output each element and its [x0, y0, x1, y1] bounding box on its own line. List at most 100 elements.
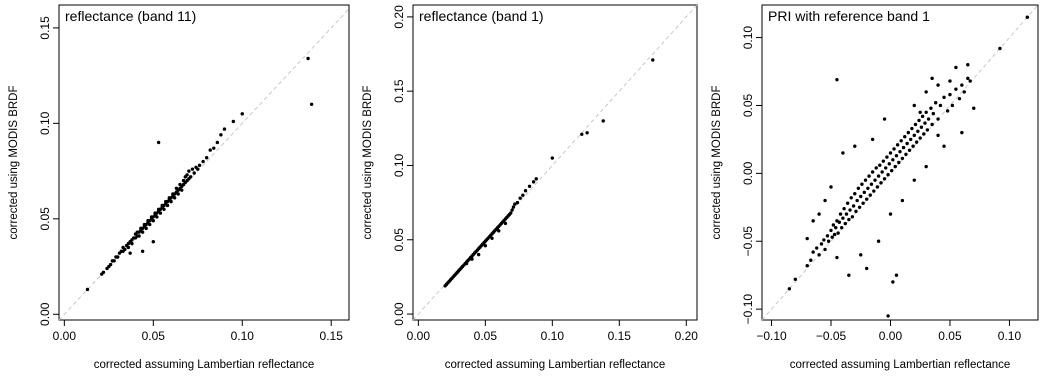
y-tick-label: −0.10	[741, 294, 755, 325]
y-tick-label: 0.05	[392, 228, 406, 252]
data-point	[913, 178, 916, 181]
x-axis: 0.00 0.05 0.10 0.15 0.20	[407, 320, 699, 343]
data-point	[958, 97, 961, 100]
data-point	[880, 170, 883, 173]
data-point	[913, 134, 916, 137]
data-point	[905, 142, 908, 145]
data-point	[177, 192, 180, 195]
data-point	[216, 141, 219, 144]
y-tick-label: 0.20	[392, 5, 406, 29]
data-point	[846, 202, 849, 205]
data-point	[853, 145, 856, 148]
data-point	[829, 185, 832, 188]
y-tick-label: −0.05	[741, 226, 755, 257]
data-point	[890, 169, 893, 172]
x-tick-label: 0.05	[938, 329, 962, 343]
data-point	[836, 231, 839, 234]
data-point	[141, 250, 144, 253]
data-point	[148, 223, 151, 226]
panel-title: PRI with reference band 1	[768, 8, 930, 24]
data-point	[806, 237, 809, 240]
data-point	[909, 138, 912, 141]
data-point	[932, 112, 935, 115]
y-tick-label: 0.15	[392, 79, 406, 103]
data-point	[915, 140, 918, 143]
data-point	[901, 199, 904, 202]
y-tick-label: 0.00	[38, 302, 52, 326]
data-point	[886, 173, 889, 176]
data-point	[861, 202, 864, 205]
data-point	[895, 154, 898, 157]
data-point	[924, 90, 927, 93]
data-point	[829, 229, 832, 232]
data-point	[845, 212, 848, 215]
data-point	[908, 149, 911, 152]
data-point	[894, 165, 897, 168]
data-point	[907, 131, 910, 134]
data-point	[187, 169, 190, 172]
data-point	[885, 155, 888, 158]
data-point	[966, 77, 969, 80]
y-tick-label: 0.10	[741, 26, 755, 50]
data-point	[960, 131, 963, 134]
data-point	[817, 253, 820, 256]
data-point	[850, 196, 853, 199]
data-point	[840, 226, 843, 229]
data-point	[310, 103, 313, 106]
data-point	[241, 112, 244, 115]
data-point	[960, 83, 963, 86]
data-point	[924, 165, 927, 168]
data-point	[934, 101, 937, 104]
data-point	[838, 221, 841, 224]
y-tick-label: 0.10	[38, 111, 52, 135]
data-point	[162, 208, 165, 211]
data-point	[832, 223, 835, 226]
data-point	[806, 264, 809, 267]
data-point	[189, 175, 192, 178]
data-point	[535, 177, 538, 180]
data-point	[144, 227, 147, 230]
x-tick-label: 0.00	[879, 329, 903, 343]
data-point	[844, 222, 847, 225]
x-tick-label: 0.15	[320, 329, 344, 343]
data-point	[815, 246, 818, 249]
data-point	[873, 178, 876, 181]
data-point	[580, 133, 583, 136]
data-point	[966, 63, 969, 66]
x-tick-label: 0.00	[53, 329, 77, 343]
data-point	[839, 212, 842, 215]
scatter-points	[443, 58, 654, 287]
data-point	[835, 256, 838, 259]
data-point	[923, 121, 926, 124]
data-point	[497, 229, 500, 232]
x-tick-label: 0.05	[474, 329, 498, 343]
data-point	[869, 193, 872, 196]
data-point	[875, 166, 878, 169]
data-point	[157, 141, 160, 144]
data-point	[913, 104, 916, 107]
data-point	[848, 208, 851, 211]
y-axis-label: corrected using MODIS BRDF	[711, 85, 723, 239]
data-point	[205, 156, 208, 159]
data-point	[951, 104, 954, 107]
data-point	[926, 128, 929, 131]
data-point	[201, 160, 204, 163]
data-point	[936, 117, 939, 120]
data-point	[946, 109, 949, 112]
data-point	[510, 208, 513, 211]
data-point	[169, 200, 172, 203]
data-point	[127, 246, 130, 249]
data-point	[930, 123, 933, 126]
data-point	[901, 157, 904, 160]
data-point	[910, 127, 913, 130]
data-point	[835, 78, 838, 81]
x-tick-label: 0.20	[675, 329, 699, 343]
data-point	[504, 222, 507, 225]
data-point	[518, 196, 521, 199]
data-point	[911, 145, 914, 148]
data-point	[809, 259, 812, 262]
scatter-points	[788, 16, 1029, 318]
data-point	[306, 57, 309, 60]
data-point	[891, 158, 894, 161]
data-point	[116, 255, 119, 258]
